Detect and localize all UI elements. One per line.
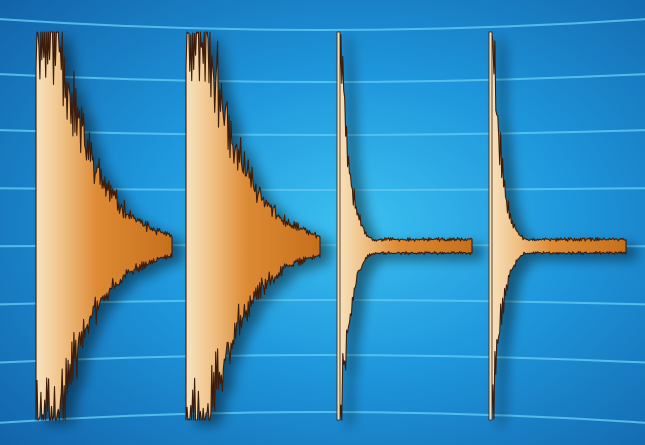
attack-spike [336,31,341,421]
waveform-2 [185,31,321,421]
grid-line [0,354,645,364]
waveform-1 [35,31,173,421]
waveform-shape [185,31,321,421]
grid-line [0,411,645,424]
attack-spike [488,31,493,421]
waveform-4 [488,31,627,421]
waveform-shape [337,34,473,421]
waveform-shape [489,33,627,420]
waveforms [35,31,627,421]
grid-line [0,18,645,31]
waveform-shape [35,31,173,421]
grid-line [0,73,645,83]
waveform-3 [336,31,473,421]
